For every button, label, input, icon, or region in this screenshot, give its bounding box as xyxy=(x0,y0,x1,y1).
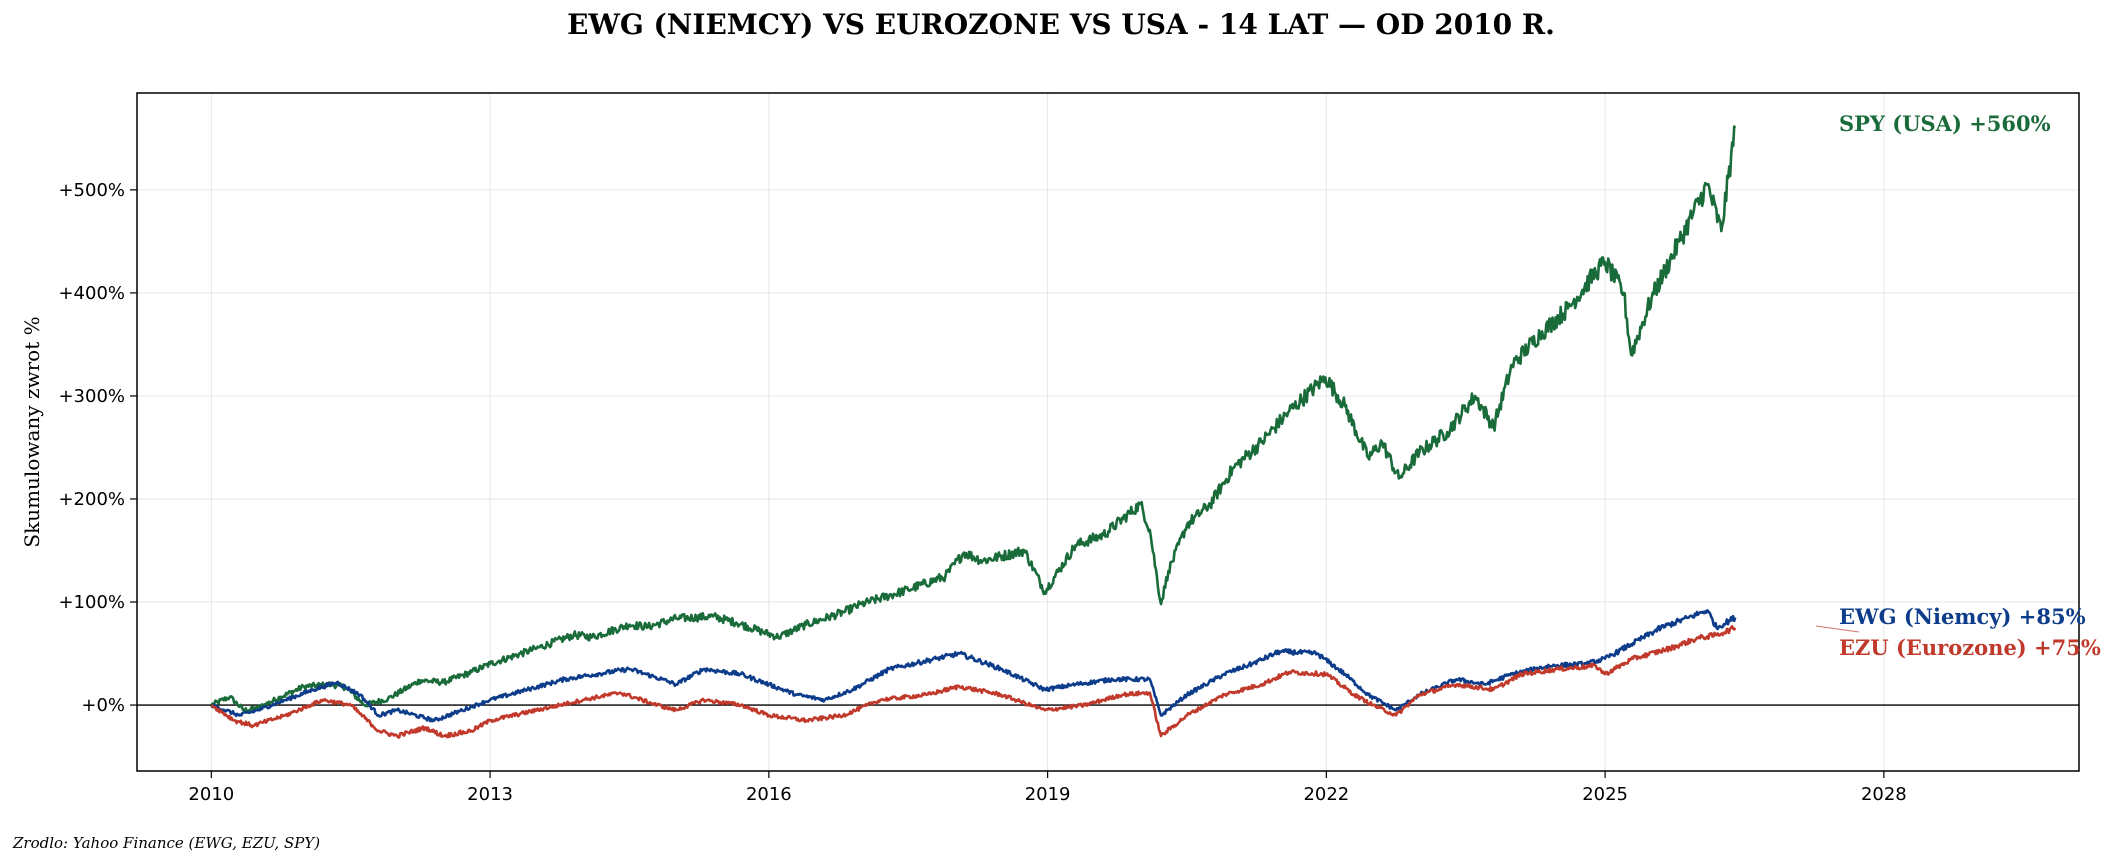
x-tick-label: 2019 xyxy=(1025,784,1071,805)
y-axis-label: Skumulowany zwrot % xyxy=(20,316,44,547)
x-tick-label: 2022 xyxy=(1303,784,1349,805)
series-group xyxy=(210,125,1737,739)
label-connector xyxy=(1815,625,1860,633)
x-tick-label: 2013 xyxy=(467,784,513,805)
y-axis: +0% +100% +200% +300% +400% +500% xyxy=(58,180,137,716)
series-end-label-2: EZU (Eurozone) +75% xyxy=(1839,635,2101,660)
y-tick-label: +300% xyxy=(58,386,125,407)
series-end-labels: SPY (USA) +560% EWG (Niemcy) +85% EZU (Eur… xyxy=(1815,111,2101,660)
y-tick-label: +100% xyxy=(58,592,125,613)
chart-title: EWG (NIEMCY) VS EUROZONE VS USA - 14 LAT… xyxy=(567,8,1555,41)
y-tick-label: +500% xyxy=(58,180,125,201)
y-tick-label: +400% xyxy=(58,283,125,304)
x-tick-label: 2025 xyxy=(1582,784,1628,805)
series-end-label-1: EWG (Niemcy) +85% xyxy=(1839,604,2086,629)
grid xyxy=(137,93,2079,771)
x-tick-label: 2016 xyxy=(746,784,792,805)
plot-frame xyxy=(136,92,2080,772)
x-tick-label: 2010 xyxy=(188,784,234,805)
series-line-2 xyxy=(210,625,1737,739)
series-end-label-0: SPY (USA) +560% xyxy=(1839,111,2051,136)
series-line-1 xyxy=(210,609,1737,723)
series-line-0 xyxy=(210,125,1737,713)
source-note: Zrodlo: Yahoo Finance (EWG, EZU, SPY) xyxy=(12,834,320,852)
y-tick-label: +200% xyxy=(58,489,125,510)
y-tick-label: +0% xyxy=(81,695,125,716)
x-axis: 2010 2013 2016 2019 2022 2025 2028 xyxy=(188,771,1907,805)
x-tick-label: 2028 xyxy=(1861,784,1907,805)
